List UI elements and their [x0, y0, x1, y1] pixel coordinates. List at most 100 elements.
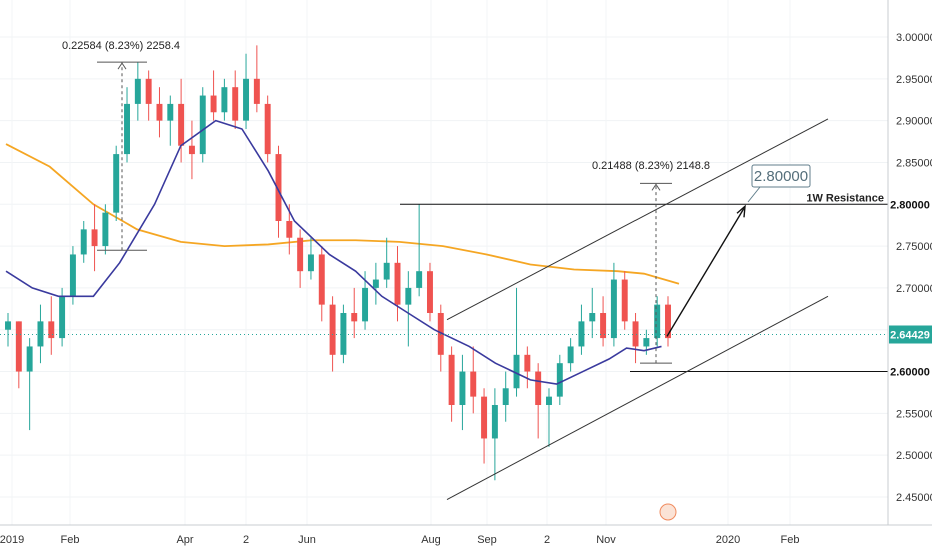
candle-body — [556, 363, 563, 397]
x-tick-label: 2 — [243, 534, 249, 546]
candle-body — [318, 254, 325, 305]
target-callout-box — [751, 164, 811, 188]
y-tick-label: 2.85000 — [896, 157, 932, 169]
price-badge-resistance: 2.80000 — [890, 199, 930, 211]
measure-label-right: 0.21488 (8.23%) 2148.8 — [592, 160, 710, 172]
candle-body — [589, 313, 596, 322]
ma-orange-line — [5, 143, 680, 285]
chart-drawings — [0, 61, 888, 500]
candle-body — [26, 346, 33, 372]
target-callout-pointer — [747, 186, 761, 203]
candle-body — [535, 371, 542, 405]
candle-body — [459, 371, 466, 405]
event-icon[interactable] — [659, 503, 677, 521]
x-tick-label: Apr — [176, 534, 193, 546]
candle-body — [5, 321, 11, 330]
price-badge-support-bg — [889, 362, 932, 381]
y-tick-label: 2.90000 — [896, 116, 932, 128]
y-tick-label: 2.55000 — [896, 408, 932, 420]
x-tick-label: Aug — [421, 534, 441, 546]
candle-body — [610, 279, 617, 339]
chart-labels: 0.22584 (8.23%) 2258.4 0.21488 (8.23%) 21… — [62, 40, 932, 521]
candle-body — [502, 388, 509, 405]
x-tick-label: 2 — [544, 534, 550, 546]
price-badge-current: 2.64429 — [890, 330, 930, 342]
candle-body — [578, 321, 585, 347]
candle-body — [405, 287, 412, 305]
y-tick-label: 2.50000 — [896, 450, 932, 462]
candle-body — [221, 87, 228, 113]
ma-blue — [5, 119, 662, 385]
candle-body — [600, 313, 607, 339]
candle-body — [426, 271, 433, 313]
measure-label-left: 0.22584 (8.23%) 2258.4 — [62, 40, 180, 52]
x-tick-label: Sep — [477, 534, 497, 546]
candle-body — [481, 396, 488, 439]
channel-upper — [446, 118, 829, 321]
candle-body — [383, 262, 390, 280]
candle-body — [513, 354, 520, 389]
candle-body — [567, 346, 574, 364]
candle-body — [253, 78, 260, 104]
candle-body — [80, 229, 87, 255]
candle-body — [275, 154, 282, 221]
candle-body — [199, 95, 206, 155]
candle-body — [437, 313, 444, 355]
candle-body — [59, 296, 66, 339]
candle-body — [340, 313, 347, 355]
candle-body — [145, 78, 152, 104]
x-tick-label: Nov — [596, 534, 616, 546]
candle-body — [329, 304, 336, 355]
ma-orange — [5, 143, 680, 285]
measure-arrow — [117, 62, 127, 70]
candle-body — [188, 145, 195, 155]
chart-grid — [0, 0, 888, 525]
x-tick-label: 2020 — [716, 534, 740, 546]
candle-body — [621, 279, 628, 322]
candle-body — [48, 321, 55, 339]
channel-lower — [446, 295, 829, 500]
candle-body — [654, 304, 661, 339]
ma-blue-line — [5, 119, 662, 385]
candle-body — [243, 78, 250, 121]
x-tick-label: Feb — [781, 534, 800, 546]
candle-body — [416, 271, 423, 288]
projection-arrowhead — [736, 204, 746, 218]
candle-body — [470, 371, 477, 397]
candle-body — [210, 95, 217, 113]
projection-arrow — [666, 207, 745, 337]
x-tick-label: Jun — [298, 534, 316, 546]
candle-body — [232, 87, 239, 121]
y-tick-label: 2.70000 — [896, 283, 932, 295]
candle-body — [91, 229, 98, 247]
candle-body — [307, 254, 314, 272]
price-badge-support: 2.60000 — [890, 367, 930, 379]
candle-body — [156, 103, 163, 121]
y-tick-label: 3.00000 — [896, 32, 932, 44]
y-tick-label: 2.75000 — [896, 241, 932, 253]
candle-body — [632, 321, 639, 347]
measure-arrow — [651, 183, 661, 191]
x-tick-label: 2019 — [0, 534, 24, 546]
resistance-label: 1W Resistance — [806, 192, 884, 204]
candle-body — [113, 154, 120, 213]
candlestick-series — [5, 45, 671, 481]
candle-body — [546, 396, 552, 405]
candle-body — [15, 321, 22, 372]
candle-body — [524, 354, 531, 372]
candle-body — [394, 262, 401, 305]
candle-body — [448, 354, 455, 405]
candle-body — [665, 304, 671, 339]
candle-body — [37, 321, 44, 347]
candle-body — [178, 103, 185, 146]
candle-body — [362, 287, 369, 322]
candle-body — [134, 78, 141, 104]
candle-body — [351, 313, 358, 322]
price-badge-current-bg — [889, 325, 932, 344]
candle-body — [102, 212, 109, 247]
candle-body — [491, 405, 498, 439]
price-badge-resistance-bg — [889, 195, 932, 214]
